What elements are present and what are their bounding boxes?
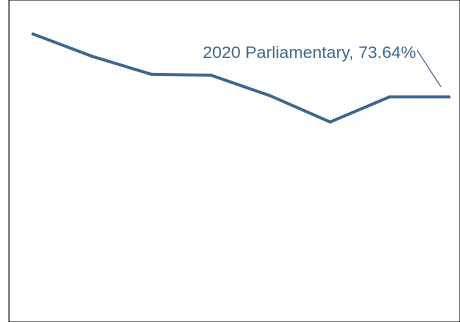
chart-frame [8, 0, 460, 322]
data-point [90, 54, 94, 58]
series-line [31, 32, 451, 124]
data-point [150, 72, 154, 76]
annotation-label: 2020 Parliamentary, 73.64% [203, 43, 416, 62]
data-point [388, 95, 392, 99]
data-point [31, 32, 35, 36]
data-point [328, 120, 332, 124]
annotation-leader-line [416, 49, 442, 88]
data-point [269, 94, 273, 98]
data-point [209, 73, 213, 77]
data-point [447, 95, 451, 99]
data-points [31, 32, 451, 124]
